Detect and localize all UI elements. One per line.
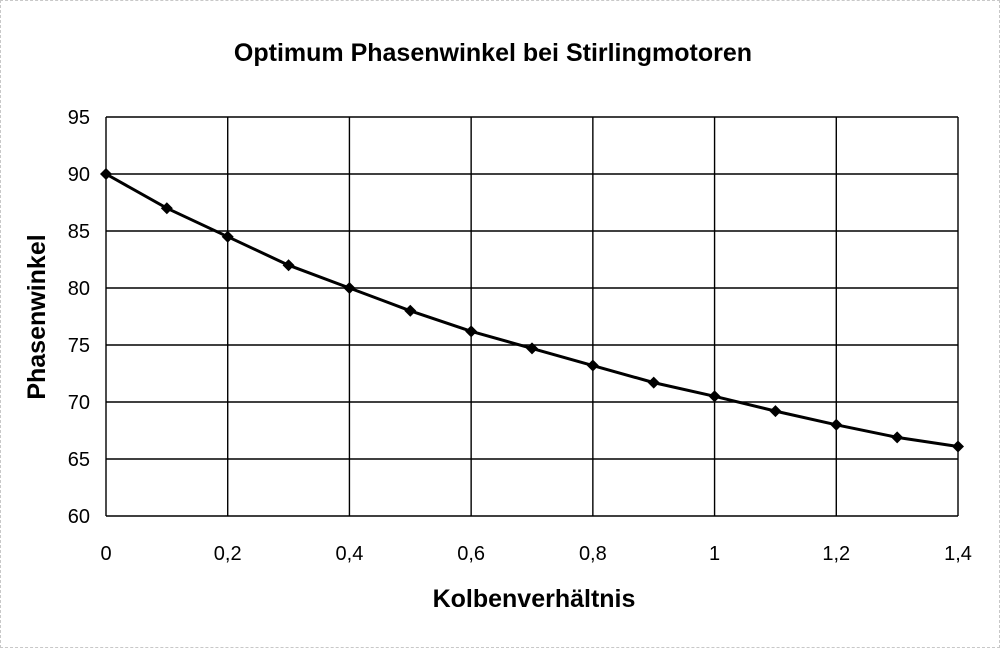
x-tick-label: 1,2 [822,543,850,565]
x-axis-title: Kolbenverhältnis [433,585,636,613]
y-axis-title: Phasenwinkel [23,234,51,399]
x-tick-label: 0,2 [214,543,242,565]
x-tick-label: 0,6 [457,543,485,565]
data-point-marker [647,376,660,389]
data-point-marker [221,230,234,243]
y-tick-label: 65 [68,449,90,471]
y-tick-label: 95 [68,107,90,129]
y-tick-label: 90 [68,164,90,186]
y-tick-label: 85 [68,221,90,243]
data-point-marker [282,259,295,272]
y-tick-label: 60 [68,506,90,528]
data-point-marker [404,304,417,317]
data-point-marker [100,168,112,180]
data-markers [100,168,964,453]
data-point-marker [343,282,356,294]
data-point-marker [769,405,782,418]
x-tick-label: 0,4 [336,543,364,565]
y-tick-label: 75 [68,335,90,357]
data-point-marker [708,390,721,403]
tick-labels: 60 65 70 75 80 85 90 95 0 0,2 0,4 0,6 0,8 1 1,2 1,4 [68,107,972,565]
data-point-marker [830,418,843,431]
data-point-marker [952,440,964,453]
data-point-marker [891,431,904,444]
y-tick-label: 70 [68,392,90,414]
x-tick-label: 0 [100,543,111,565]
data-point-marker [465,325,478,338]
y-tick-label: 80 [68,278,90,300]
data-point-marker [160,202,173,215]
x-tick-label: 0,8 [579,543,607,565]
data-point-marker [526,342,538,355]
x-tick-label: 1,4 [944,543,972,565]
series-line [105,172,959,448]
data-point-marker [586,359,599,372]
grid [105,116,959,517]
chart-title: Optimum Phasenwinkel bei Stirlingmotoren [234,39,752,67]
x-tick-label: 1 [709,543,720,565]
